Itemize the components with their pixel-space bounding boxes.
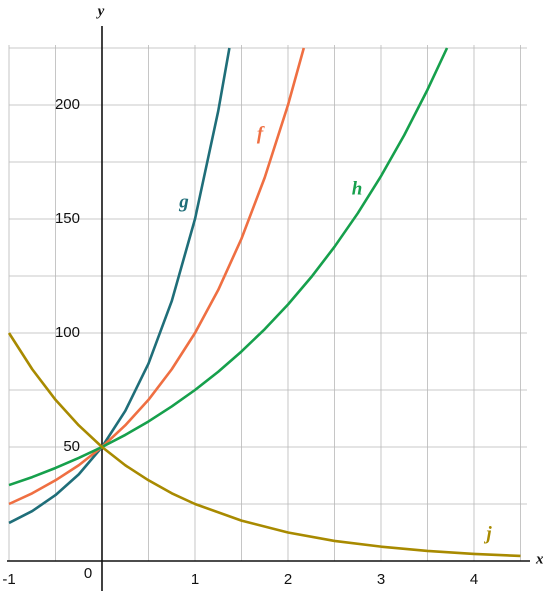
x-tick-label: 0 <box>84 565 92 582</box>
curve-label: j <box>483 523 492 544</box>
x-tick-label: 2 <box>284 571 292 588</box>
curve-label: g <box>178 191 189 212</box>
x-tick-label: 4 <box>470 571 478 588</box>
y-tick-label: 100 <box>55 324 80 341</box>
curve <box>8 47 449 487</box>
curve-label: h <box>352 178 363 199</box>
curve-label: f <box>257 123 265 144</box>
curve <box>8 47 231 525</box>
curve <box>7 332 521 558</box>
y-axis-label: y <box>96 3 105 19</box>
y-tick-label: 50 <box>63 438 80 455</box>
x-tick-label: 1 <box>191 571 199 588</box>
curve <box>8 47 306 506</box>
x-tick-label: 3 <box>377 571 385 588</box>
x-axis-label: x <box>535 551 543 567</box>
x-tick-label: -1 <box>2 571 15 588</box>
y-tick-label: 150 <box>55 210 80 227</box>
y-tick-label: 200 <box>55 96 80 113</box>
